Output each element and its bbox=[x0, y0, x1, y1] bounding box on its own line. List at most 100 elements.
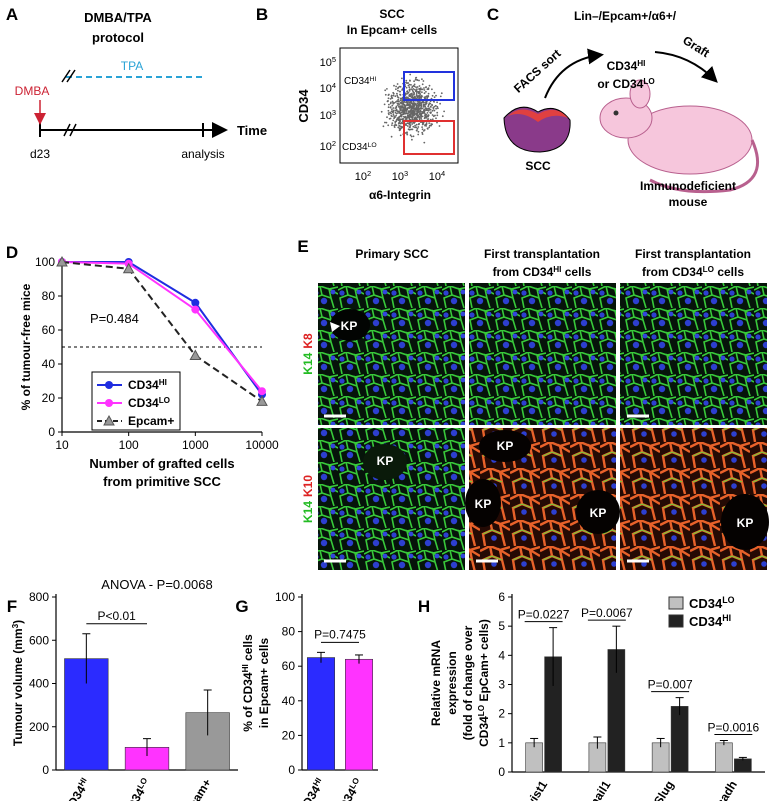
cell-event bbox=[426, 127, 429, 130]
cell-event bbox=[399, 128, 402, 131]
cell-event bbox=[387, 106, 390, 109]
y-tick-label: 0 bbox=[498, 765, 505, 779]
cell-event bbox=[427, 92, 430, 95]
cell-event bbox=[399, 94, 402, 96]
cell-event bbox=[421, 128, 424, 131]
cell-event bbox=[396, 92, 398, 95]
cell-event bbox=[417, 126, 420, 128]
cell-event bbox=[387, 109, 390, 112]
y-tick-label: 3 bbox=[498, 678, 505, 692]
x-tick-label: CD34LO bbox=[331, 776, 366, 801]
cell-event bbox=[436, 111, 439, 114]
cell-event bbox=[428, 84, 431, 87]
cell-event bbox=[402, 103, 404, 105]
panel-title: DMBA/TPA bbox=[84, 10, 152, 25]
text-part: 10 bbox=[392, 171, 404, 183]
column-header: First transplantation bbox=[484, 247, 600, 261]
cell-event bbox=[421, 133, 424, 136]
text-part: 60 bbox=[282, 659, 296, 673]
text-part: H bbox=[418, 597, 430, 616]
legend-marker bbox=[103, 414, 115, 426]
panel-title: protocol bbox=[92, 30, 144, 45]
kp-label: KP bbox=[497, 439, 514, 453]
legend-marker bbox=[105, 381, 113, 389]
cell-event bbox=[406, 92, 408, 95]
y-tick-label: 80 bbox=[42, 289, 56, 303]
cell-event bbox=[411, 94, 414, 96]
cell-event bbox=[430, 123, 433, 125]
y-tick-label: 400 bbox=[29, 677, 49, 691]
y-tick-label: 105 bbox=[320, 55, 336, 70]
cell-event bbox=[426, 95, 428, 97]
panel-title: SCC bbox=[379, 7, 405, 21]
cell-event bbox=[423, 96, 426, 99]
error-bar bbox=[143, 738, 151, 756]
y-tick-label: 2 bbox=[498, 707, 505, 721]
cell-event bbox=[404, 106, 407, 109]
bar bbox=[670, 706, 689, 773]
x-tick-label: 102 bbox=[355, 169, 371, 184]
text-part: C bbox=[487, 5, 499, 24]
text-part: P=0.0067 bbox=[581, 606, 633, 620]
error-bar bbox=[530, 737, 539, 748]
error-bar bbox=[82, 633, 91, 684]
cell-event bbox=[425, 90, 427, 93]
text-part: K14 bbox=[301, 501, 315, 523]
cell-event bbox=[431, 118, 434, 121]
text-part: 10 bbox=[320, 110, 332, 122]
cell-event bbox=[421, 88, 424, 91]
text-part: G bbox=[235, 597, 248, 616]
legend-label: CD34LO bbox=[689, 595, 735, 611]
cell-event bbox=[400, 122, 403, 124]
superscript: 3 bbox=[332, 108, 336, 117]
cell-event bbox=[421, 95, 423, 97]
cell-event bbox=[409, 73, 412, 76]
break-mark bbox=[61, 69, 76, 83]
text-part: 10 bbox=[320, 57, 332, 69]
cell-event bbox=[419, 96, 422, 99]
text-part: CD34 bbox=[128, 396, 159, 410]
superscript: HI bbox=[76, 776, 88, 788]
cell-event bbox=[427, 104, 430, 106]
cell-event bbox=[384, 121, 386, 124]
superscript: 3 bbox=[11, 623, 20, 628]
cell-event bbox=[419, 88, 421, 90]
text-part: in Epcam+ cells bbox=[257, 637, 271, 728]
cell-event bbox=[439, 102, 441, 105]
cell-event bbox=[413, 95, 416, 98]
x-tick-label: Twist1 bbox=[519, 778, 550, 801]
cell-event bbox=[394, 116, 397, 118]
text-part: % of CD34 bbox=[241, 672, 255, 732]
superscript: HI bbox=[311, 776, 323, 788]
cell-event bbox=[423, 141, 426, 144]
population-label: CD34HI bbox=[607, 59, 646, 74]
x-axis-label: Number of grafted cells bbox=[89, 456, 234, 471]
header: Lin–/Epcam+/α6+/ bbox=[574, 9, 677, 23]
panel-letter: C bbox=[487, 5, 499, 24]
cell-event bbox=[412, 125, 415, 128]
cell-event bbox=[431, 109, 434, 112]
x-tick-label: CD34LO bbox=[119, 776, 154, 801]
scale-bars bbox=[324, 414, 649, 563]
y-axis-label: (fold of change over bbox=[461, 625, 475, 740]
text-part: 100 bbox=[275, 590, 295, 604]
cell-event bbox=[386, 88, 388, 90]
cell-event bbox=[410, 84, 412, 86]
text-part: F bbox=[7, 597, 17, 616]
cell-event bbox=[392, 94, 395, 97]
legend-marker bbox=[105, 399, 113, 407]
start-label: d23 bbox=[30, 147, 50, 161]
text-part: Time bbox=[237, 123, 267, 138]
panel-letter: H bbox=[418, 597, 430, 616]
text-part: 2 bbox=[498, 707, 505, 721]
text-part: DMBA/TPA bbox=[84, 10, 152, 25]
gate-hi bbox=[403, 71, 455, 101]
marker bbox=[56, 255, 68, 267]
cell-event bbox=[428, 122, 431, 124]
cell-event bbox=[428, 126, 430, 129]
cell-event bbox=[391, 104, 394, 107]
text-part: EpCam+ cells) bbox=[477, 619, 491, 705]
panel-letter: F bbox=[7, 597, 17, 616]
column-header: from CD34LO cells bbox=[642, 265, 744, 280]
cell-event bbox=[411, 92, 413, 95]
